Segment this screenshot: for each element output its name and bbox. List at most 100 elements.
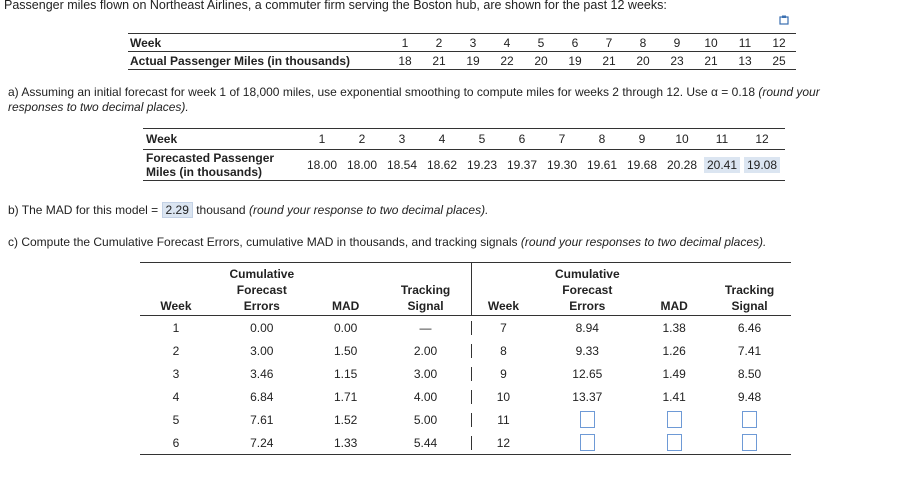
right-ts-cell: 6.46 — [737, 320, 762, 335]
forecast-values-row: Forecasted Passenger Miles (in thousands… — [143, 150, 785, 180]
clipboard-icon[interactable] — [779, 15, 789, 25]
header-ts-left: Tracking Signal — [400, 283, 451, 313]
forecast-week-2: 2 — [358, 132, 366, 146]
actual-week-6: 6 — [571, 35, 579, 50]
left-cfe-cell: 7.24 — [250, 435, 274, 450]
left-mad-cell: 1.33 — [334, 435, 358, 450]
actual-miles-8: 20 — [636, 53, 650, 68]
right-mad-cell: 1.41 — [662, 389, 686, 404]
actual-week-11: 11 — [738, 35, 752, 50]
answer-input-box[interactable] — [742, 434, 758, 451]
right-cfe-input-week-11[interactable] — [534, 411, 640, 428]
forecast-value-4: 18.62 — [426, 158, 458, 172]
left-cfe-cell: 7.61 — [250, 412, 274, 427]
forecast-week-6: 6 — [518, 132, 526, 146]
forecast-value-1: 18.00 — [306, 158, 338, 172]
actual-miles-9: 23 — [670, 53, 684, 68]
actual-miles-4: 22 — [500, 53, 514, 68]
problem-intro: Passenger miles flown on Northeast Airli… — [4, 0, 667, 12]
header-cfe-left: Cumulative Forecast Errors — [229, 267, 295, 313]
table-row: 5 7.61 1.52 5.00 11 — [140, 408, 791, 431]
actual-week-9: 9 — [673, 35, 681, 50]
actual-week-8: 8 — [639, 35, 647, 50]
actual-miles-1: 18 — [398, 53, 412, 68]
forecast-week-4: 4 — [438, 132, 446, 146]
left-mad-cell: 1.71 — [334, 389, 358, 404]
actual-miles-6: 19 — [568, 53, 582, 68]
forecast-week-7: 7 — [558, 132, 566, 146]
table-row: 1 0.00 0.00 — 7 8.94 1.38 6.46 — [140, 316, 791, 339]
forecast-week-3: 3 — [398, 132, 406, 146]
table-row: 2 3.00 1.50 2.00 8 9.33 1.26 7.41 — [140, 339, 791, 362]
header-ts-right: Tracking Signal — [724, 283, 775, 313]
forecast-week-1: 1 — [318, 132, 326, 146]
left-week-cell: 4 — [172, 389, 180, 404]
right-mad-cell: 1.49 — [662, 366, 686, 381]
forecast-week-row: Week 1 2 3 4 5 6 7 8 9 10 11 12 — [143, 129, 785, 150]
left-mad-cell: 1.52 — [334, 412, 358, 427]
right-cfe-cell: 12.65 — [572, 366, 603, 381]
actual-miles-7: 21 — [602, 53, 616, 68]
left-cfe-cell: 6.84 — [250, 389, 274, 404]
left-mad-cell: 0.00 — [334, 320, 358, 335]
right-ts-input-week-11[interactable] — [708, 411, 791, 428]
right-week-cell: 10 — [471, 389, 534, 404]
answer-input-box[interactable] — [742, 411, 758, 428]
actual-miles-5: 20 — [534, 53, 548, 68]
tracking-header: Week Cumulative Forecast Errors MAD Tracki… — [140, 262, 791, 316]
miles-row: Actual Passenger Miles (in thousands) 18… — [128, 52, 796, 69]
left-week-cell: 5 — [172, 412, 180, 427]
right-ts-cell: 7.41 — [737, 343, 762, 358]
part-b-text: b) The MAD for this model = 2.29 thousan… — [8, 202, 489, 218]
answer-input-box[interactable] — [666, 411, 682, 428]
left-week-cell: 2 — [172, 343, 180, 358]
mad-answer[interactable]: 2.29 — [161, 202, 193, 218]
answer-input-box[interactable] — [579, 411, 595, 428]
week-row: Week 1 2 3 4 5 6 7 8 9 10 11 12 — [128, 34, 796, 52]
right-week-cell: 9 — [471, 366, 534, 381]
forecast-value-11[interactable]: 20.41 — [702, 157, 742, 173]
actual-week-1: 1 — [401, 35, 409, 50]
left-ts-cell: 2.00 — [413, 343, 438, 358]
part-a-text: a) Assuming an initial forecast for week… — [8, 85, 820, 99]
actual-week-5: 5 — [537, 35, 545, 50]
left-week-cell: 6 — [172, 435, 180, 450]
right-mad-input-week-12[interactable] — [640, 434, 708, 451]
answer-input-box[interactable] — [579, 434, 595, 451]
right-mad-cell: 1.26 — [662, 343, 686, 358]
left-ts-cell: 4.00 — [413, 389, 438, 404]
forecast-week-label: Week — [146, 132, 178, 146]
right-week-cell: 11 — [471, 412, 534, 427]
forecast-week-10: 10 — [675, 132, 689, 146]
left-ts-cell: 5.44 — [413, 435, 438, 450]
answer-input-box[interactable] — [666, 434, 682, 451]
left-week-cell: 1 — [172, 320, 180, 335]
forecast-value-5: 19.23 — [466, 158, 498, 172]
forecast-value-12[interactable]: 19.08 — [742, 157, 782, 173]
actual-week-10: 10 — [704, 35, 718, 50]
forecast-value-8: 19.61 — [586, 158, 618, 172]
forecast-value-7: 19.30 — [546, 158, 578, 172]
right-ts-cell: 8.50 — [737, 366, 762, 381]
actual-week-2: 2 — [435, 35, 443, 50]
header-week-left: Week — [160, 299, 192, 313]
tracking-table: Week Cumulative Forecast Errors MAD Tracki… — [140, 262, 791, 455]
actual-miles-10: 21 — [704, 53, 718, 68]
forecast-value-10: 20.28 — [666, 158, 698, 172]
right-cfe-cell: 13.37 — [572, 389, 603, 404]
left-cfe-cell: 3.46 — [250, 366, 274, 381]
forecast-value-3: 18.54 — [386, 158, 418, 172]
forecast-value-6: 19.37 — [506, 158, 538, 172]
part-a-note: responses to two decimal places). — [8, 100, 189, 114]
header-cfe-right: Cumulative Forecast Errors — [554, 267, 620, 313]
right-cfe-input-week-12[interactable] — [534, 434, 640, 451]
actual-miles-12: 25 — [772, 53, 786, 68]
right-week-cell: 8 — [471, 343, 534, 358]
left-mad-cell: 1.15 — [334, 366, 358, 381]
right-ts-input-week-12[interactable] — [708, 434, 791, 451]
header-mad-right: MAD — [660, 299, 688, 313]
actual-week-7: 7 — [605, 35, 613, 50]
right-mad-input-week-11[interactable] — [640, 411, 708, 428]
right-week-cell: 7 — [471, 320, 534, 335]
left-cfe-cell: 3.00 — [250, 343, 274, 358]
